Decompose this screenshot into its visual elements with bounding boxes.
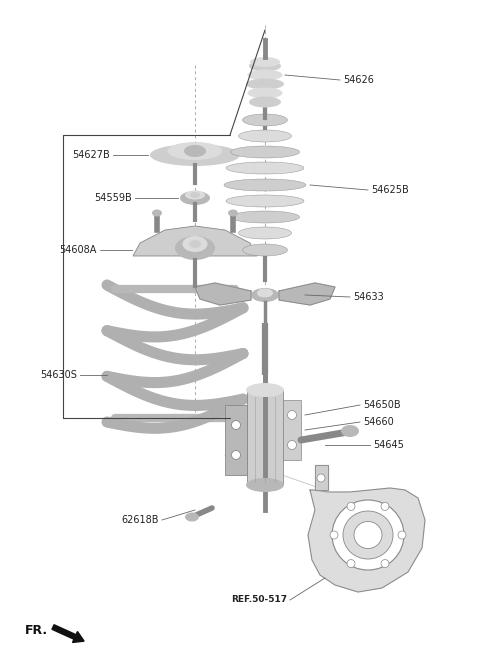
Ellipse shape	[381, 560, 389, 568]
Ellipse shape	[239, 227, 291, 239]
Text: FR.: FR.	[25, 623, 48, 637]
Text: 54645: 54645	[373, 440, 404, 450]
Ellipse shape	[184, 145, 206, 157]
Ellipse shape	[182, 236, 207, 252]
Text: 54559B: 54559B	[94, 193, 132, 203]
Ellipse shape	[246, 383, 284, 397]
Ellipse shape	[347, 503, 355, 510]
Ellipse shape	[231, 451, 240, 459]
Ellipse shape	[246, 478, 284, 492]
Ellipse shape	[347, 560, 355, 568]
Ellipse shape	[288, 411, 297, 420]
Ellipse shape	[224, 179, 306, 191]
Ellipse shape	[288, 440, 297, 449]
Text: 54630S: 54630S	[40, 370, 77, 380]
Text: 54625B: 54625B	[371, 185, 409, 195]
Ellipse shape	[185, 512, 199, 522]
Ellipse shape	[381, 503, 389, 510]
Ellipse shape	[189, 240, 201, 248]
Ellipse shape	[248, 70, 283, 81]
Ellipse shape	[248, 87, 283, 99]
Ellipse shape	[190, 192, 200, 198]
Ellipse shape	[226, 195, 304, 207]
Ellipse shape	[317, 474, 325, 482]
Ellipse shape	[242, 114, 288, 126]
Ellipse shape	[249, 97, 281, 108]
Ellipse shape	[251, 288, 279, 302]
Ellipse shape	[332, 500, 404, 570]
Ellipse shape	[249, 60, 281, 72]
Text: 54633: 54633	[353, 292, 384, 302]
Ellipse shape	[152, 210, 162, 217]
Ellipse shape	[150, 144, 240, 166]
FancyArrow shape	[52, 625, 84, 643]
Text: REF.50-517: REF.50-517	[231, 595, 287, 604]
Text: 54650B: 54650B	[363, 400, 401, 410]
Ellipse shape	[239, 130, 291, 142]
Ellipse shape	[330, 531, 338, 539]
Ellipse shape	[175, 236, 215, 260]
Bar	[247, 390, 283, 485]
Ellipse shape	[246, 78, 284, 89]
Ellipse shape	[180, 191, 210, 205]
Ellipse shape	[230, 146, 300, 158]
Polygon shape	[195, 283, 251, 305]
Ellipse shape	[257, 288, 273, 298]
Text: 62618B: 62618B	[121, 515, 159, 525]
Polygon shape	[315, 465, 328, 490]
Polygon shape	[279, 283, 335, 305]
Ellipse shape	[185, 191, 205, 200]
Bar	[225, 405, 247, 475]
Ellipse shape	[242, 244, 288, 256]
Ellipse shape	[398, 531, 406, 539]
Bar	[283, 400, 301, 460]
Ellipse shape	[250, 57, 280, 67]
Ellipse shape	[343, 511, 393, 559]
Ellipse shape	[341, 425, 359, 437]
Text: 54627B: 54627B	[72, 150, 110, 160]
Ellipse shape	[226, 162, 304, 174]
Text: 54608A: 54608A	[60, 245, 97, 255]
Ellipse shape	[354, 522, 382, 549]
Text: 54626: 54626	[343, 75, 374, 85]
Ellipse shape	[230, 211, 300, 223]
Polygon shape	[133, 226, 257, 256]
Ellipse shape	[228, 210, 238, 217]
Ellipse shape	[168, 142, 223, 160]
Ellipse shape	[231, 420, 240, 430]
Text: 54660: 54660	[363, 417, 394, 427]
Polygon shape	[308, 488, 425, 592]
